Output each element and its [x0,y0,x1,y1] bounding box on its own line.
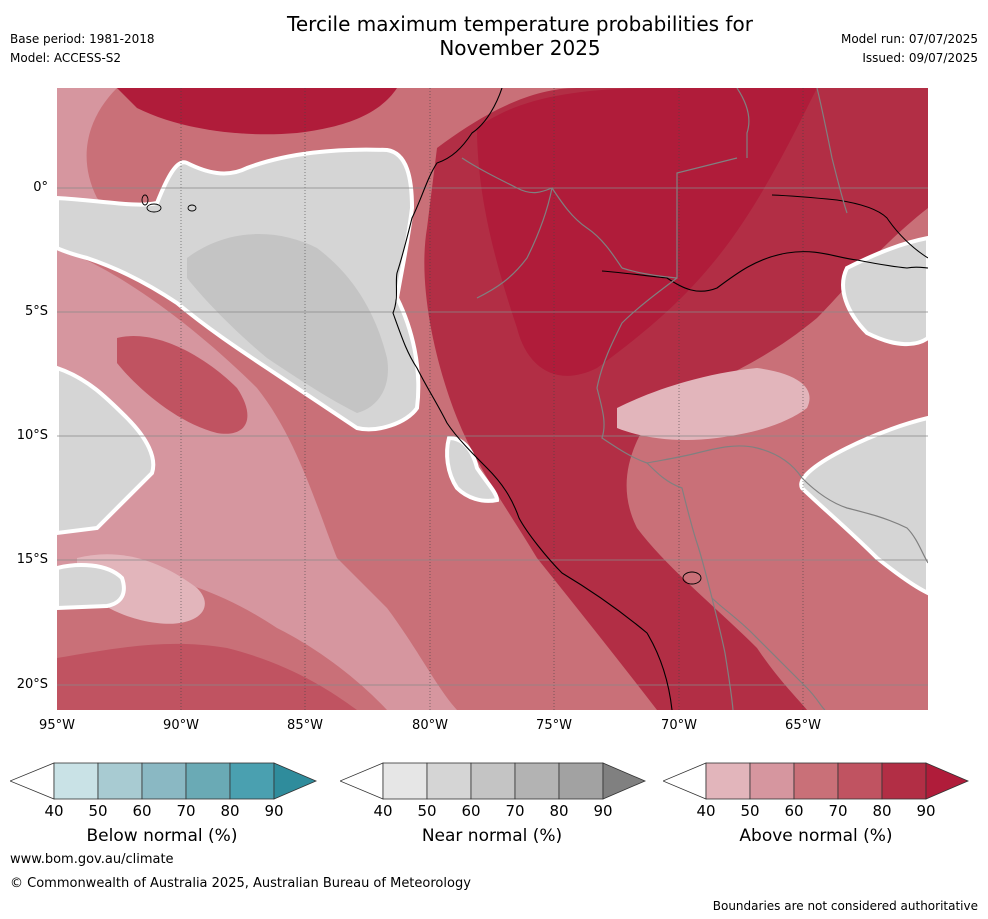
galapagos-island-2 [141,194,149,206]
above-normal-colorbar [663,762,970,800]
lat-label-10s: 10°S [16,428,48,443]
above-40-50-inland [617,368,810,440]
lat-label-0: 0° [33,180,48,195]
near-bin-40-50 [382,762,428,800]
probability-map [57,88,928,710]
above-bin-80-90 [881,762,927,800]
below-bin-50-60 [97,762,143,800]
lon-label-65w: 65°W [785,718,821,733]
near-tick-40: 40 [373,802,393,820]
below-bin-80-90 [229,762,275,800]
above-90-core [477,88,817,376]
below-tick-40: 40 [44,802,64,820]
above-tick-80: 80 [872,802,892,820]
near-normal-50-60 [187,234,388,413]
title-line-2: November 2025 [439,36,601,60]
near-tick-90: 90 [593,802,613,820]
below-tick-50: 50 [88,802,108,820]
above-70-80-ocean-mid [117,336,248,434]
amazon-lower [771,194,928,259]
above-tick-40: 40 [696,802,716,820]
lon-label-80w: 80°W [412,718,448,733]
lat-label-15s: 15°S [16,552,48,567]
near-bin-50-60 [426,762,472,800]
source-url: www.bom.gov.au/climate [10,852,174,867]
near-tick-70: 70 [505,802,525,820]
lon-label-75w: 75°W [536,718,572,733]
above-bin-60-70 [793,762,839,800]
above-bin-50-60 [749,762,795,800]
lon-label-70w: 70°W [661,718,697,733]
amazon-river [601,251,928,292]
below-extend-high [273,762,318,800]
below-tick-60: 60 [132,802,152,820]
copyright-notice: © Commonwealth of Australia 2025, Austra… [10,876,471,891]
near-bin-60-70 [470,762,516,800]
near-normal-colorbar [340,762,647,800]
below-normal-colorbar [10,762,318,800]
lake-titicaca [682,571,702,585]
near-bin-70-80 [514,762,560,800]
galapagos-island [146,203,162,213]
galapagos-island-3 [187,204,197,212]
near-extend-low [340,762,384,800]
below-tick-90: 90 [264,802,284,820]
near-normal-region-west [57,365,156,536]
above-normal-title: Above normal (%) [739,826,893,846]
near-normal-peru-coast [445,435,500,503]
below-extend-low [10,762,55,800]
above-tick-70: 70 [828,802,848,820]
below-bin-70-80 [185,762,231,800]
above-90-northwest [117,88,397,135]
lon-label-95w: 95°W [39,718,75,733]
near-normal-title: Near normal (%) [421,826,563,846]
map-title: Tercile maximum temperature probabilitie… [0,12,988,60]
below-bin-60-70 [141,762,187,800]
below-tick-70: 70 [176,802,196,820]
near-normal-region-east [841,235,928,347]
boundary-disclaimer: Boundaries are not considered authoritat… [712,899,978,913]
above-extend-high [925,762,970,800]
title-line-1: Tercile maximum temperature probabilitie… [287,12,753,36]
above-tick-60: 60 [784,802,804,820]
coastline [392,88,673,710]
lon-label-85w: 85°W [287,718,323,733]
country-borders [461,88,928,710]
near-normal-region-southwest [57,563,126,611]
below-bin-40-50 [53,762,99,800]
near-tick-60: 60 [461,802,481,820]
above-70-80-south [57,643,357,710]
lat-label-5s: 5°S [24,304,48,319]
model-name: Model: ACCESS-S2 [10,51,122,65]
latitude-lines [57,187,928,686]
below-normal-title: Below normal (%) [86,826,238,846]
above-bin-40-50 [705,762,751,800]
above-tick-90: 90 [916,802,936,820]
base-period: Base period: 1981-2018 [10,32,155,46]
lat-label-20s: 20°S [16,677,48,692]
near-tick-80: 80 [549,802,569,820]
near-extend-high [602,762,647,800]
above-extend-low [663,762,707,800]
lon-label-90w: 90°W [163,718,199,733]
above-bin-70-80 [837,762,883,800]
model-run-date: Model run: 07/07/2025 [840,32,978,46]
near-tick-50: 50 [417,802,437,820]
near-normal-region-southeast [799,415,928,596]
below-tick-80: 80 [220,802,240,820]
issued-date: Issued: 09/07/2025 [862,51,978,65]
above-tick-50: 50 [740,802,760,820]
near-bin-80-90 [558,762,604,800]
